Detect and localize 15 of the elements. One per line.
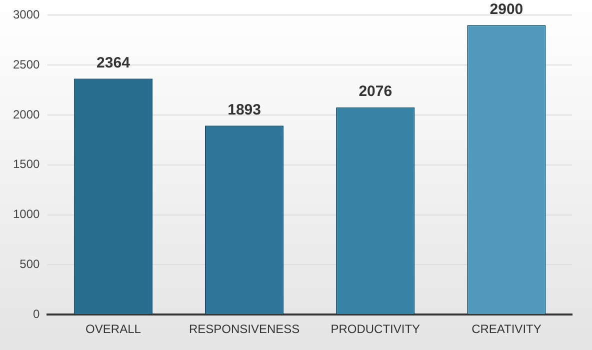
- data-label: 2900: [490, 0, 524, 18]
- y-tick-label: 1500: [12, 157, 40, 172]
- x-tick-label: OVERALL: [86, 322, 142, 336]
- y-tick-label: 500: [20, 257, 40, 272]
- x-tick-label: CREATIVITY: [472, 322, 542, 336]
- y-tick-label: 1000: [12, 207, 40, 222]
- y-tick-label: 2000: [12, 107, 40, 122]
- y-tick-label: 2500: [12, 57, 40, 72]
- data-label: 2364: [96, 54, 131, 72]
- y-tick-label: 3000: [12, 8, 40, 22]
- data-label: 1893: [228, 101, 261, 118]
- x-tick-label: RESPONSIVENESS: [188, 322, 300, 336]
- data-label: 2076: [358, 83, 392, 100]
- y-tick-label: 0: [33, 306, 40, 321]
- x-tick-label: PRODUCTIVITY: [330, 322, 420, 336]
